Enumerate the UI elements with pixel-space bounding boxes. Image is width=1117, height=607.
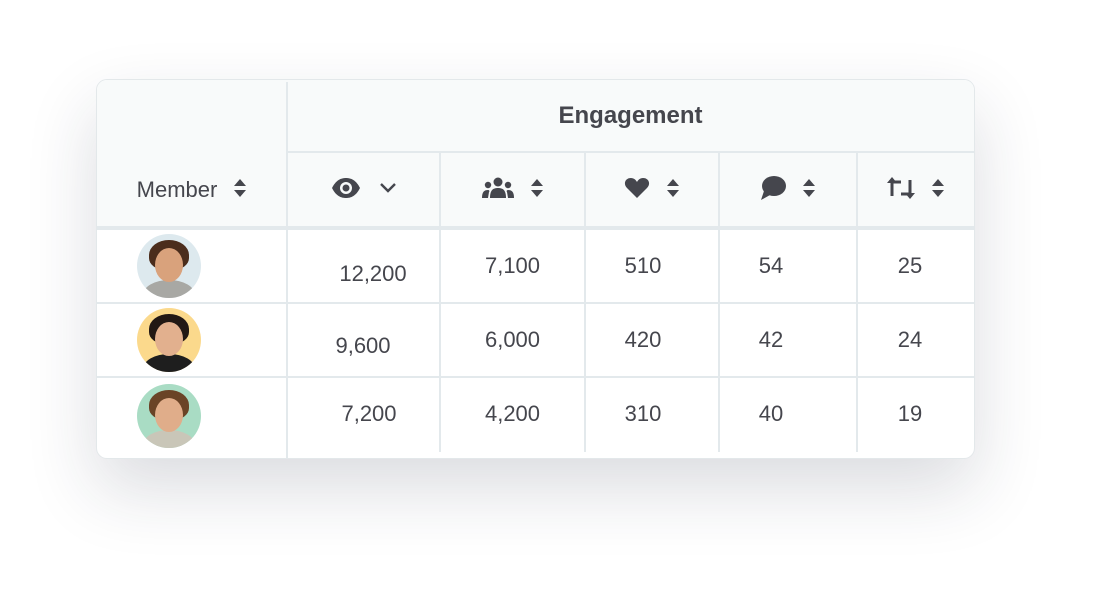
- users-icon: [481, 177, 514, 204]
- avatar[interactable]: [137, 308, 201, 372]
- divider: [856, 152, 858, 452]
- member-cell: [97, 230, 241, 302]
- sort-icon[interactable]: [931, 178, 945, 203]
- divider: [97, 376, 974, 378]
- divider: [584, 152, 586, 452]
- group-header: Engagement: [287, 80, 974, 152]
- heart-icon: [624, 177, 650, 204]
- sort-icon[interactable]: [233, 178, 247, 203]
- likes-value: 420: [624, 327, 662, 352]
- chevron-down-icon[interactable]: [379, 181, 397, 199]
- column-header-views[interactable]: [287, 152, 440, 228]
- member-cell: [97, 380, 241, 452]
- sort-icon[interactable]: [802, 178, 816, 203]
- views-value: 9,600: [335, 333, 391, 358]
- views-value: 12,200: [339, 261, 407, 286]
- shares-value: 24: [897, 327, 923, 352]
- column-header-followers[interactable]: [440, 152, 585, 228]
- sort-icon[interactable]: [666, 178, 680, 203]
- member-label: Member: [136, 177, 218, 202]
- comment-icon: [760, 175, 786, 206]
- likes-value: 310: [624, 401, 662, 426]
- column-header-comments[interactable]: [719, 152, 857, 228]
- divider: [97, 302, 974, 304]
- followers-value: 6,000: [484, 327, 541, 352]
- divider: [286, 82, 288, 458]
- column-header-member[interactable]: Member: [97, 152, 287, 228]
- likes-value: 510: [624, 253, 662, 278]
- views-value: 7,200: [341, 401, 397, 426]
- followers-value: 4,200: [484, 401, 541, 426]
- shares-value: 25: [897, 253, 923, 278]
- avatar[interactable]: [137, 234, 201, 298]
- sort-icon[interactable]: [530, 178, 544, 203]
- engagement-table: Engagement Member 12,20: [96, 79, 975, 459]
- divider: [439, 152, 441, 452]
- comments-value: 42: [758, 327, 784, 352]
- divider: [97, 226, 974, 230]
- avatar[interactable]: [137, 384, 201, 448]
- shares-value: 19: [897, 401, 923, 426]
- eye-icon: [331, 177, 361, 204]
- comments-value: 54: [758, 253, 784, 278]
- column-header-likes[interactable]: [585, 152, 719, 228]
- comments-value: 40: [758, 401, 784, 426]
- retweet-icon: [886, 176, 915, 205]
- divider: [287, 151, 974, 153]
- column-header-shares[interactable]: [857, 152, 974, 228]
- divider: [718, 152, 720, 452]
- engagement-title: Engagement: [558, 102, 703, 129]
- member-cell: [97, 304, 241, 376]
- followers-value: 7,100: [484, 253, 541, 278]
- table-header: [97, 80, 974, 228]
